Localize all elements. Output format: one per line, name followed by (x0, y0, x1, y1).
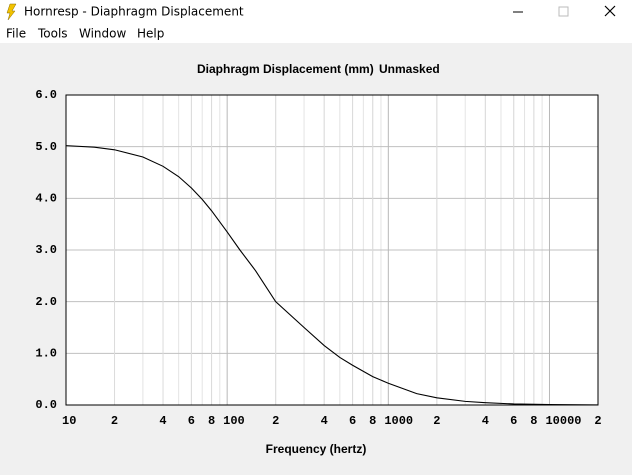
x-tick-label: 10 (62, 414, 76, 428)
menu-bar (0, 23, 632, 43)
x-tick-label: 6 (510, 414, 517, 428)
x-tick-label: 6 (188, 414, 195, 428)
x-tick-label: 2 (111, 414, 118, 428)
menu-item[interactable]: Help (137, 27, 164, 41)
x-tick-label: 1000 (384, 414, 413, 428)
app-icon (6, 3, 17, 21)
menu-item[interactable]: File (6, 27, 26, 41)
x-tick-label: 2 (594, 414, 601, 428)
chart-subtitle: Unmasked (379, 62, 440, 76)
x-tick-label: 4 (159, 414, 166, 428)
chart-title: Diaphragm Displacement (mm) (197, 62, 374, 76)
x-tick-label: 4 (482, 414, 489, 428)
close-button[interactable] (604, 5, 616, 17)
x-tick-label: 6 (349, 414, 356, 428)
x-tick-label: 8 (530, 414, 537, 428)
x-tick-label: 8 (208, 414, 215, 428)
y-tick-label: 1.0 (35, 347, 57, 361)
y-tick-label: 5.0 (35, 140, 57, 154)
x-tick-label: 8 (369, 414, 376, 428)
window-title: Hornresp - Diaphragm Displacement (24, 5, 244, 19)
x-tick-label: 4 (321, 414, 328, 428)
x-tick-label: 100 (223, 414, 245, 428)
maximize-button[interactable] (558, 6, 569, 17)
x-axis-label: Frequency (hertz) (266, 442, 367, 456)
y-tick-label: 3.0 (35, 243, 57, 257)
x-tick-label: 2 (433, 414, 440, 428)
y-tick-label: 0.0 (35, 398, 57, 412)
y-tick-label: 4.0 (35, 192, 57, 206)
menu-item[interactable]: Window (79, 27, 127, 41)
x-tick-label: 10000 (545, 414, 581, 428)
data-line (65, 145, 599, 406)
menu-item[interactable]: Tools (37, 27, 68, 41)
x-tick-label: 2 (272, 414, 279, 428)
y-tick-label: 6.0 (35, 88, 57, 102)
y-tick-label: 2.0 (35, 295, 57, 309)
plot-border (65, 94, 599, 406)
title-bar (0, 0, 632, 23)
